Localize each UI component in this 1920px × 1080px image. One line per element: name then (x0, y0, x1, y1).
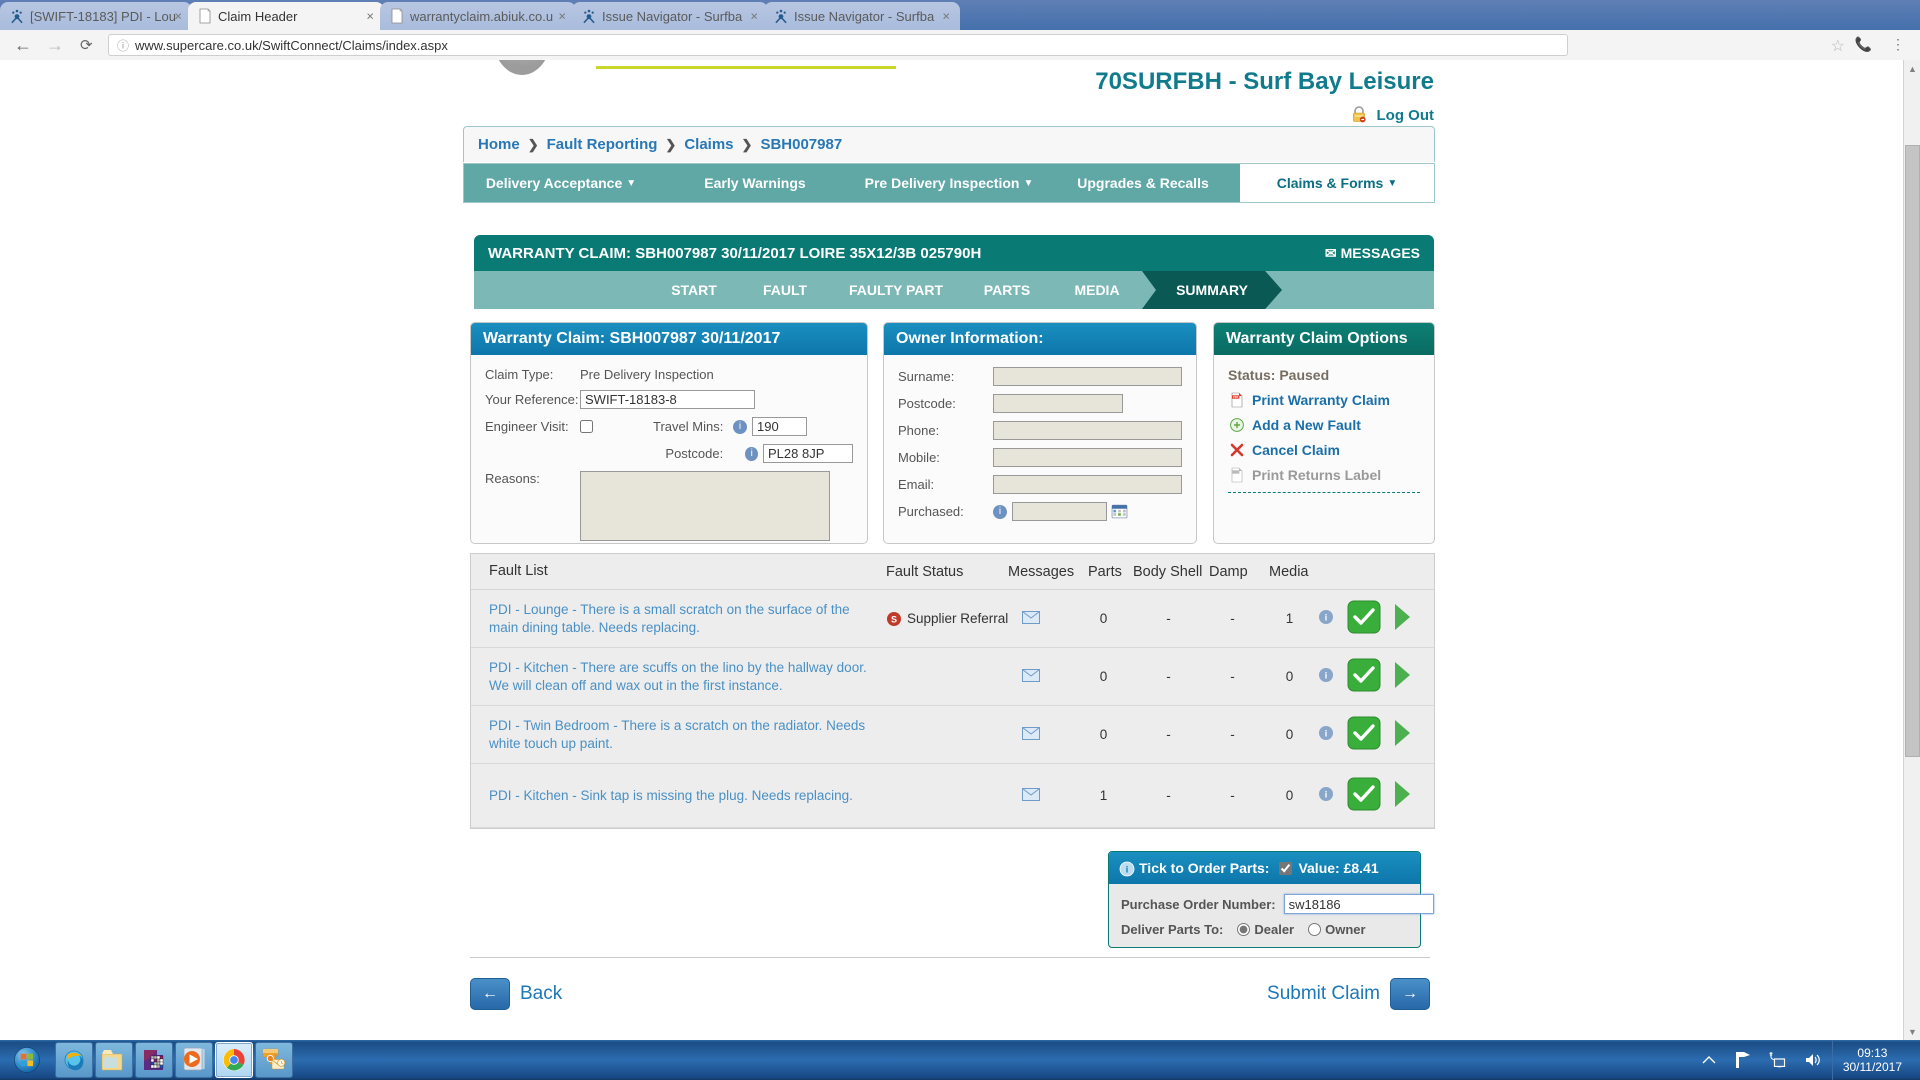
svg-text:S: S (891, 614, 897, 624)
svg-text:i: i (1126, 864, 1129, 874)
svg-text:PDF: PDF (1233, 395, 1239, 399)
svg-text:i: i (1325, 728, 1328, 738)
svg-text:i: i (1325, 789, 1328, 799)
svg-text:i: i (1325, 612, 1328, 622)
svg-text:i: i (1325, 670, 1328, 680)
